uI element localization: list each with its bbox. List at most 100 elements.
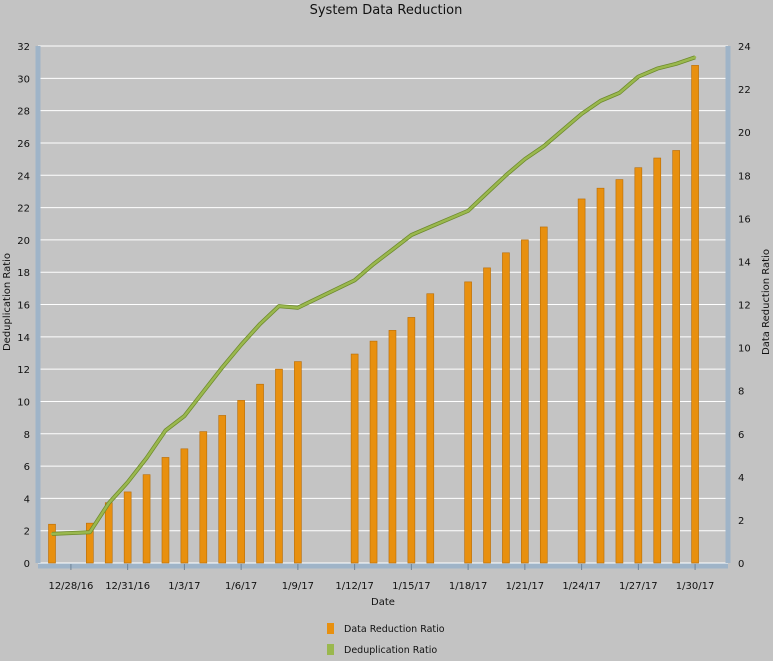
left-tick-label: 0 <box>24 559 30 570</box>
x-tick-label: 1/9/17 <box>282 581 314 592</box>
left-tick-label: 14 <box>17 333 30 344</box>
x-tick-label: 1/30/17 <box>676 581 715 592</box>
line-point <box>277 304 281 308</box>
x-axis-ticks: 12/28/16 12/31/16 1/3/17 1/6/17 1/9/17 1/12/1… <box>48 564 714 592</box>
left-tick-label: 6 <box>24 462 30 473</box>
legend-label-data-reduction: Data Reduction Ratio <box>344 624 445 635</box>
bar <box>237 400 245 564</box>
line-point <box>391 248 394 251</box>
right-tick-label: 18 <box>738 171 751 182</box>
bar <box>161 457 170 564</box>
line-point <box>542 144 545 148</box>
left-tick-label: 30 <box>17 74 30 85</box>
bar <box>256 383 264 564</box>
bar <box>483 267 491 564</box>
line-point <box>88 531 92 534</box>
line-point <box>429 225 432 229</box>
bar <box>275 368 283 564</box>
bar <box>539 226 548 564</box>
x-tick-label: 1/24/17 <box>562 581 601 592</box>
bar <box>142 474 151 564</box>
bar <box>350 353 359 564</box>
grid-lines <box>38 45 728 564</box>
legend-swatch-data-reduction <box>327 623 334 634</box>
line-point <box>145 456 148 460</box>
line-point <box>656 67 659 70</box>
bar <box>86 522 94 564</box>
line-point <box>258 322 262 326</box>
line-point <box>618 91 621 95</box>
bar <box>521 239 529 564</box>
x-tick-label: 1/21/17 <box>506 581 545 592</box>
bar <box>123 491 132 564</box>
line-point <box>50 532 54 536</box>
x-tick-label: 1/15/17 <box>392 581 431 592</box>
line-point <box>296 306 300 309</box>
line-point <box>674 62 678 65</box>
legend-swatch-deduplication <box>327 644 334 655</box>
line-point <box>637 75 640 78</box>
left-tick-label: 24 <box>17 171 30 182</box>
line-point <box>221 366 224 369</box>
x-tick-label: 12/28/16 <box>48 581 93 592</box>
bar <box>653 157 662 564</box>
bar <box>615 179 624 564</box>
right-tick-label: 16 <box>738 214 751 225</box>
right-tick-label: 20 <box>738 128 751 139</box>
left-tick-label: 10 <box>17 397 30 408</box>
right-tick-label: 12 <box>738 301 751 312</box>
left-tick-label: 4 <box>24 494 30 505</box>
left-tick-label: 22 <box>17 204 30 215</box>
right-tick-label: 8 <box>738 387 744 398</box>
bar <box>180 448 189 564</box>
line-point <box>126 481 129 484</box>
bar <box>634 167 643 564</box>
bar <box>426 293 435 564</box>
right-axis-title: Data Reduction Ratio <box>761 249 772 355</box>
left-axis-title: Deduplication Ratio <box>2 253 13 351</box>
left-tick-label: 12 <box>17 365 30 376</box>
left-tick-label: 28 <box>17 107 30 118</box>
bar <box>577 198 586 564</box>
chart-title: System Data Reduction <box>310 3 463 18</box>
bar <box>464 281 472 564</box>
bar <box>104 502 113 564</box>
x-tick-label: 1/27/17 <box>619 581 658 592</box>
bar <box>672 150 680 564</box>
line-point <box>164 429 167 432</box>
right-tick-label: 0 <box>738 559 744 570</box>
bar <box>218 415 227 564</box>
line-point <box>580 112 583 116</box>
x-tick-label: 12/31/16 <box>105 581 150 592</box>
x-tick-label: 1/18/17 <box>449 581 488 592</box>
line-point <box>107 502 110 505</box>
left-tick-label: 2 <box>24 527 30 538</box>
bar <box>407 317 416 564</box>
left-tick-label: 16 <box>17 301 30 312</box>
line-point <box>523 157 527 161</box>
x-tick-label: 1/6/17 <box>225 581 257 592</box>
left-tick-label: 8 <box>24 430 30 441</box>
left-tick-label: 20 <box>17 236 30 247</box>
axes <box>35 46 731 569</box>
bar <box>294 361 302 564</box>
right-tick-label: 22 <box>738 85 751 96</box>
line-series <box>50 55 697 536</box>
line-point <box>372 262 375 266</box>
left-tick-label: 18 <box>17 268 30 279</box>
bar <box>502 252 510 564</box>
legend-label-deduplication: Deduplication Ratio <box>344 645 437 656</box>
legend: Data Reduction Ratio Deduplication Ratio <box>327 623 445 656</box>
bar <box>596 187 605 564</box>
right-tick-label: 2 <box>738 516 744 527</box>
line-point <box>599 99 602 103</box>
right-tick-label: 6 <box>738 430 744 441</box>
line-point <box>693 56 697 59</box>
line-point <box>485 191 489 195</box>
line-point <box>466 209 470 212</box>
x-tick-label: 1/3/17 <box>168 581 200 592</box>
line-point <box>202 390 205 393</box>
line-point <box>504 174 508 177</box>
